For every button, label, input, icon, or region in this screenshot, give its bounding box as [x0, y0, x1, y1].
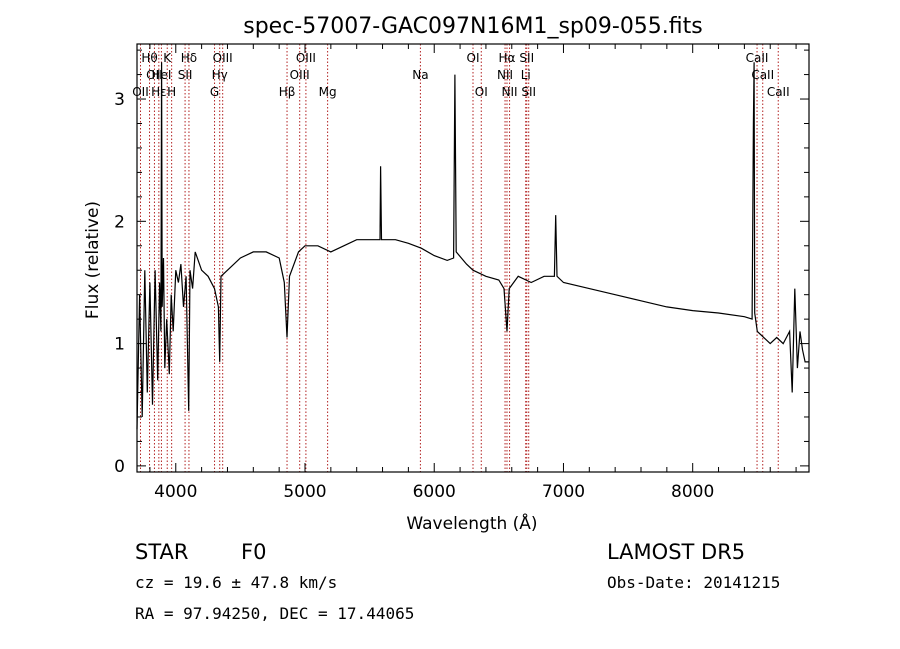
line-label-3: Hε [151, 85, 167, 99]
y-tick-label: 2 [114, 212, 125, 232]
chart-title: spec-57007-GAC097N16M1_sp09-055.fits [243, 14, 703, 39]
spectrum-series [136, 62, 809, 430]
line-label-7: SII [178, 68, 193, 82]
coordinates: RA = 97.94250, DEC = 17.44065 [135, 604, 415, 623]
y-axis-label: Flux (relative) [83, 201, 103, 319]
line-label-15: Mg [319, 85, 337, 99]
y-tick-label: 1 [114, 335, 125, 355]
line-label-9: G [210, 85, 219, 99]
redshift-velocity: cz = 19.6 ± 47.8 km/s [135, 573, 338, 592]
x-tick-label: 4000 [154, 482, 197, 502]
line-label-23: SII [519, 51, 534, 65]
line-label-8: Hδ [181, 51, 197, 65]
line-label-5: K [163, 51, 172, 65]
object-subclass: F0 [241, 540, 267, 564]
line-label-17: OI [467, 51, 480, 65]
emission-line-labels: OIIHθOIIHεHeIKHSIIHδGHγOIIIHβOIIIOIIIMgN… [132, 51, 789, 99]
plot-frame [136, 43, 810, 473]
y-tick-label: 3 [114, 90, 125, 110]
line-label-2: OII [146, 68, 163, 82]
line-label-14: OIII [296, 51, 316, 65]
line-label-12: Hβ [279, 85, 296, 99]
line-label-16: Na [412, 68, 428, 82]
x-tick-label: 6000 [413, 482, 456, 502]
line-label-18: OI [475, 85, 488, 99]
line-label-13: OIII [290, 68, 310, 82]
x-tick-label: 5000 [283, 482, 326, 502]
y-tick-label: 0 [114, 457, 125, 477]
line-label-21: NII [502, 85, 518, 99]
line-label-26: CaII [751, 68, 774, 82]
line-label-1: Hθ [141, 51, 157, 65]
x-tick-label: 7000 [542, 482, 585, 502]
line-label-11: OIII [213, 51, 233, 65]
line-label-0: OII [132, 85, 149, 99]
line-label-6: H [167, 85, 176, 99]
observation-date: Obs-Date: 20141215 [607, 573, 781, 592]
x-tick-label: 8000 [671, 482, 714, 502]
x-axis-label: Wavelength (Å) [406, 512, 537, 534]
emission-line-markers [139, 44, 779, 472]
line-label-19: NII [497, 68, 513, 82]
line-label-10: Hγ [212, 68, 228, 82]
line-label-22: Li [521, 68, 531, 82]
line-label-24: SII [521, 85, 536, 99]
line-label-20: Hα [499, 51, 516, 65]
line-label-25: CaII [746, 51, 769, 65]
survey-name: LAMOST DR5 [607, 540, 746, 564]
y-axis-ticks: 0 1 2 3 [114, 49, 809, 477]
x-axis-ticks: 4000 5000 6000 7000 8000 [149, 44, 797, 502]
line-label-27: CaII [767, 85, 790, 99]
object-class: STAR [135, 540, 189, 564]
